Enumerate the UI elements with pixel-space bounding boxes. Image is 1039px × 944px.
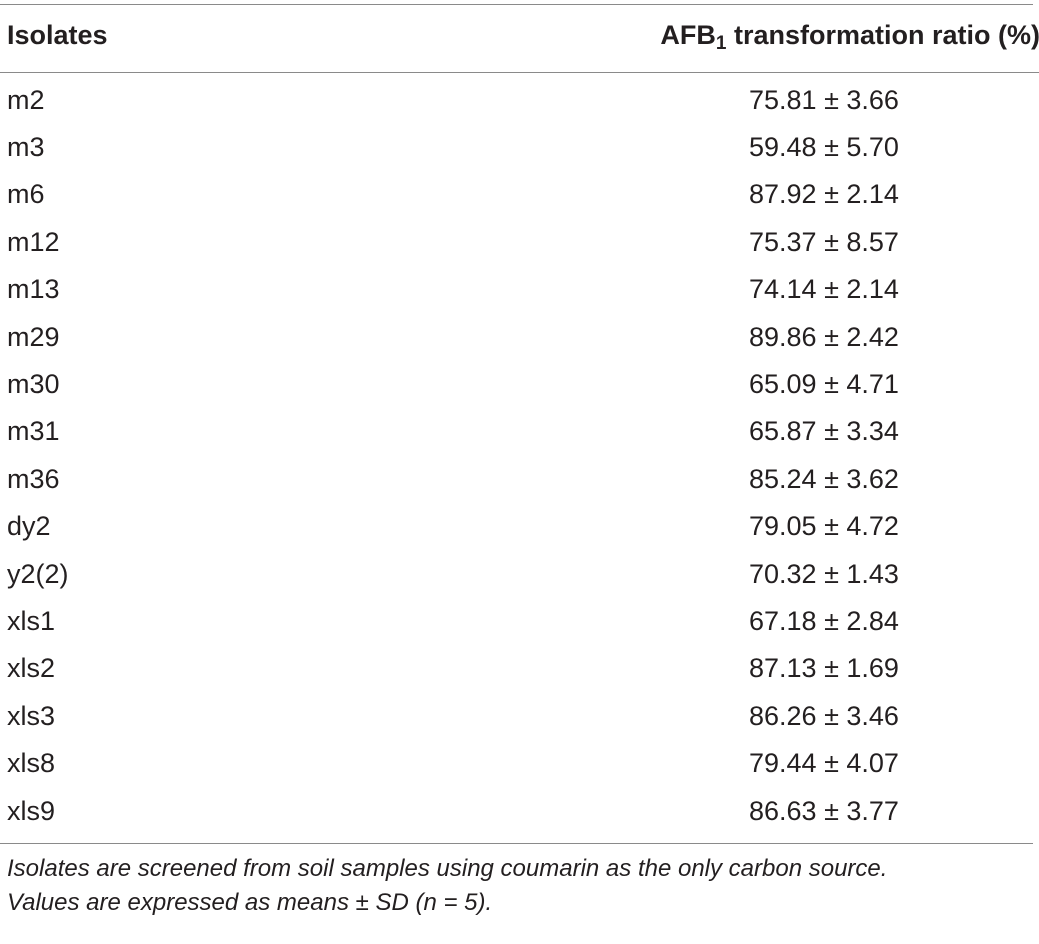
header-afb-subscript: 1 <box>715 33 727 55</box>
isolate-cell: xls9 <box>7 795 56 826</box>
isolate-cell: xls2 <box>7 653 56 684</box>
isolate-cell: m12 <box>7 226 60 257</box>
table-row: m3 59.48 ± 5.70 <box>0 124 1039 171</box>
isolate-cell: m2 <box>7 84 45 115</box>
table-row: m29 89.86 ± 2.42 <box>0 313 1039 360</box>
ratio-value-cell: 89.86 ± 2.42 <box>749 321 899 352</box>
isolate-cell: y2(2) <box>7 558 69 589</box>
isolate-cell: m6 <box>7 179 45 210</box>
ratio-value-cell: 75.37 ± 8.57 <box>749 226 899 257</box>
table-row: xls3 86.26 ± 3.46 <box>0 693 1039 740</box>
table-row: xls8 79.44 ± 4.07 <box>0 740 1039 787</box>
ratio-value-cell: 70.32 ± 1.43 <box>749 558 899 589</box>
isolates-table: Isolates AFB1 transformation ratio (%) m… <box>0 0 1039 843</box>
header-isolates: Isolates <box>0 0 527 73</box>
table-row: m2 75.81 ± 3.66 <box>0 72 1039 124</box>
isolate-cell: m29 <box>7 321 60 352</box>
ratio-value-cell: 59.48 ± 5.70 <box>749 132 899 163</box>
table-row: m13 74.14 ± 2.14 <box>0 266 1039 313</box>
isolate-cell: m3 <box>7 132 45 163</box>
ratio-value-cell: 65.87 ± 3.34 <box>749 416 899 447</box>
isolate-cell: m36 <box>7 463 60 494</box>
table-row: xls9 86.63 ± 3.77 <box>0 787 1039 842</box>
header-afb: AFB <box>660 20 716 51</box>
isolate-cell: xls8 <box>7 748 56 779</box>
ratio-value-cell: 87.92 ± 2.14 <box>749 179 899 210</box>
isolate-cell: m31 <box>7 416 60 447</box>
table-row: m6 87.92 ± 2.14 <box>0 171 1039 218</box>
isolate-cell: xls1 <box>7 605 56 636</box>
isolate-cell: m30 <box>7 369 60 400</box>
ratio-value-cell: 79.05 ± 4.72 <box>749 511 899 542</box>
table-header-row: Isolates AFB1 transformation ratio (%) <box>0 0 1039 73</box>
ratio-value-cell: 79.44 ± 4.07 <box>749 748 899 779</box>
footnote-line-2: Values are expressed as means ± SD (n = … <box>7 888 493 916</box>
header-transformation-ratio: AFB1 transformation ratio (%) <box>527 0 1039 73</box>
ratio-value-cell: 86.63 ± 3.77 <box>749 795 899 826</box>
data-table-container: Isolates AFB1 transformation ratio (%) m… <box>0 0 1039 920</box>
table-body: m2 75.81 ± 3.66 m3 59.48 ± 5.70 m6 87.92 ± 2.… <box>0 72 1039 843</box>
ratio-value-cell: 67.18 ± 2.84 <box>749 605 899 636</box>
isolate-cell: xls3 <box>7 700 56 731</box>
isolate-cell: dy2 <box>7 511 51 542</box>
table-row: y2(2) 70.32 ± 1.43 <box>0 550 1039 597</box>
table-row: m30 65.09 ± 4.71 <box>0 361 1039 408</box>
header-ratio-label: transformation ratio (%) <box>726 20 1039 51</box>
table-footnote: Isolates are screened from soil samples … <box>0 842 1033 920</box>
top-rule <box>0 4 1033 5</box>
table-row: dy2 79.05 ± 4.72 <box>0 503 1039 550</box>
table-row: m12 75.37 ± 8.57 <box>0 219 1039 266</box>
table-row: xls1 67.18 ± 2.84 <box>0 598 1039 645</box>
isolate-cell: m13 <box>7 274 60 305</box>
ratio-value-cell: 65.09 ± 4.71 <box>749 369 899 400</box>
footnote-line-1: Isolates are screened from soil samples … <box>7 854 888 882</box>
table-row: m31 65.87 ± 3.34 <box>0 408 1039 455</box>
ratio-value-cell: 74.14 ± 2.14 <box>749 274 899 305</box>
ratio-value-cell: 75.81 ± 3.66 <box>749 84 899 115</box>
ratio-value-cell: 86.26 ± 3.46 <box>749 700 899 731</box>
ratio-value-cell: 87.13 ± 1.69 <box>749 653 899 684</box>
table-row: xls2 87.13 ± 1.69 <box>0 645 1039 692</box>
table-row: m36 85.24 ± 3.62 <box>0 456 1039 503</box>
ratio-value-cell: 85.24 ± 3.62 <box>749 463 899 494</box>
